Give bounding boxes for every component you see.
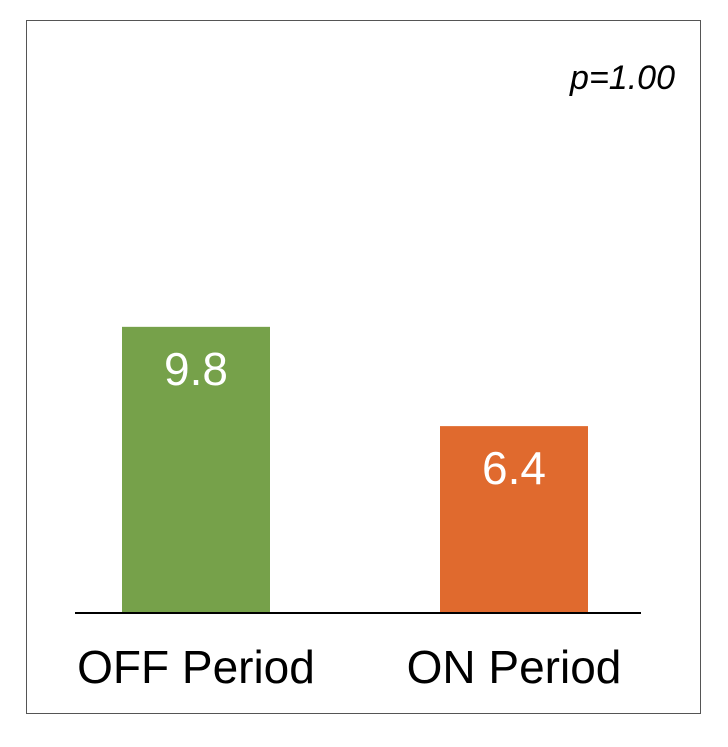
bar-off-period [122,326,270,613]
value-label-off-period: 9.8 [164,343,228,395]
bars-layer [122,326,588,613]
p-value-annotation: p=1.00 [569,59,675,97]
bar-chart: 9.8 OFF Period 6.4 ON Period p=1.00 [75,59,675,693]
labels-layer: 9.8 OFF Period 6.4 ON Period [77,343,621,693]
value-label-on-period: 6.4 [482,442,546,494]
x-tick-label-off-period: OFF Period [77,641,315,693]
bar-on-period [440,426,588,613]
x-tick-label-on-period: ON Period [407,641,622,693]
chart-frame: 9.8 OFF Period 6.4 ON Period p=1.00 [26,20,701,714]
